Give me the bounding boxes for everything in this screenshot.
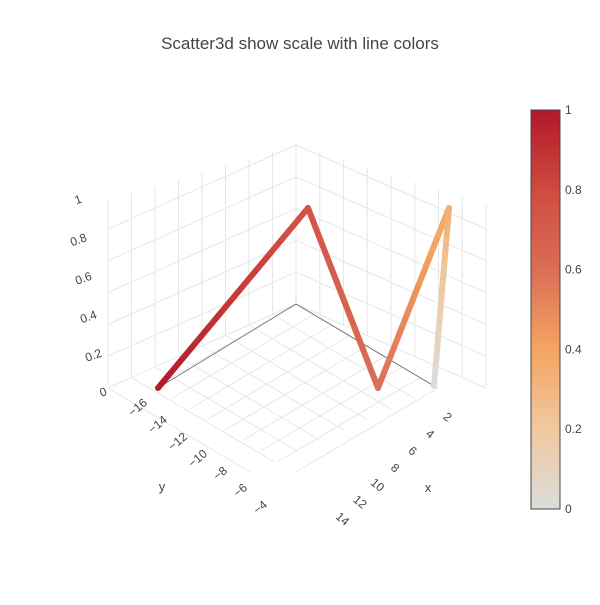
- y-tick-label: −14: [145, 412, 170, 436]
- grid-line: [225, 335, 368, 420]
- x-axis-title: x: [425, 480, 432, 495]
- colorbar-tick-label: 0: [565, 502, 572, 516]
- x-tick-label: 2: [441, 409, 455, 424]
- grid-line: [248, 324, 392, 410]
- colorbar-tick-label: 0.4: [565, 342, 582, 356]
- grid-line: [272, 314, 415, 399]
- grid-line: [295, 303, 487, 389]
- grid-line: [107, 208, 297, 294]
- grid-line: [224, 345, 368, 431]
- grid-line: [131, 377, 274, 462]
- z-tick-label: 0.8: [68, 230, 89, 249]
- trace-segment: [167, 355, 186, 376]
- grid-line: [171, 314, 315, 399]
- trace-layer: [155, 205, 452, 391]
- grid-line: [201, 345, 345, 431]
- colorbar-tick-label: 1: [565, 103, 572, 117]
- colorbar-rect: [530, 109, 561, 510]
- trace-segment: [217, 295, 236, 316]
- grid-line: [295, 144, 487, 230]
- z-tick-label: 1: [73, 192, 84, 208]
- z-tick-label: 0: [98, 384, 109, 400]
- grid-line: [178, 356, 321, 441]
- grid-line: [107, 239, 297, 325]
- grid-line: [295, 176, 487, 262]
- grid-line: [206, 335, 350, 420]
- x-tick-label: 10: [368, 475, 387, 495]
- trace-segment: [242, 265, 261, 286]
- trace-segment: [431, 368, 439, 389]
- tick-layer: 0 0.2 0.4 0.6 0.8 1 −16−14−12−10−8−6−4 24681012…: [68, 192, 455, 529]
- x-axis-line: [295, 303, 435, 387]
- trace-segment: [255, 250, 274, 271]
- grid-line: [277, 377, 421, 462]
- grid-line: [107, 387, 251, 473]
- x-tick-label: 8: [388, 460, 402, 475]
- trace-segment: [267, 235, 286, 256]
- y-tick-label: −10: [185, 446, 210, 470]
- chart-title: Scatter3d show scale with line colors: [161, 34, 439, 53]
- colorbar-tick-label: 0.6: [565, 263, 582, 277]
- colorbar-tick-label: 0.8: [565, 183, 582, 197]
- trace-segment: [155, 370, 174, 391]
- grid-line: [107, 271, 297, 357]
- y-tick-label: −12: [165, 429, 190, 453]
- y-tick-label: −16: [125, 395, 150, 419]
- grid-line: [295, 271, 487, 357]
- y-tick-label: −8: [210, 463, 230, 483]
- trace-segment: [192, 325, 211, 346]
- colorbar[interactable]: 0 0.2 0.4 0.6 0.8 1: [530, 103, 582, 516]
- y-axis-line: [157, 303, 297, 389]
- x-tick-label: 4: [423, 426, 437, 441]
- grid-line: [107, 144, 297, 230]
- y-tick-label: −4: [250, 497, 270, 517]
- grid-line: [107, 176, 297, 262]
- grid-line: [295, 387, 439, 473]
- grid-line: [189, 324, 332, 410]
- grid-line: [295, 208, 487, 294]
- z-tick-label: 0.2: [83, 346, 104, 365]
- trace-segment: [230, 280, 249, 301]
- z-tick-label: 0.4: [78, 307, 99, 326]
- x-tick-label: 14: [333, 509, 352, 529]
- grid-line: [154, 366, 298, 452]
- trace-segment: [180, 340, 199, 361]
- trace-segment: [280, 220, 299, 241]
- y-axis-title: y: [159, 479, 166, 494]
- x-tick-label: 12: [350, 492, 369, 512]
- x-tick-label: 6: [406, 443, 420, 458]
- trace-segment: [205, 310, 224, 331]
- y-tick-label: −6: [230, 480, 250, 500]
- z-tick-label: 0.6: [73, 269, 94, 288]
- grid-line: [242, 356, 386, 441]
- colorbar-tick-label: 0.2: [565, 422, 582, 436]
